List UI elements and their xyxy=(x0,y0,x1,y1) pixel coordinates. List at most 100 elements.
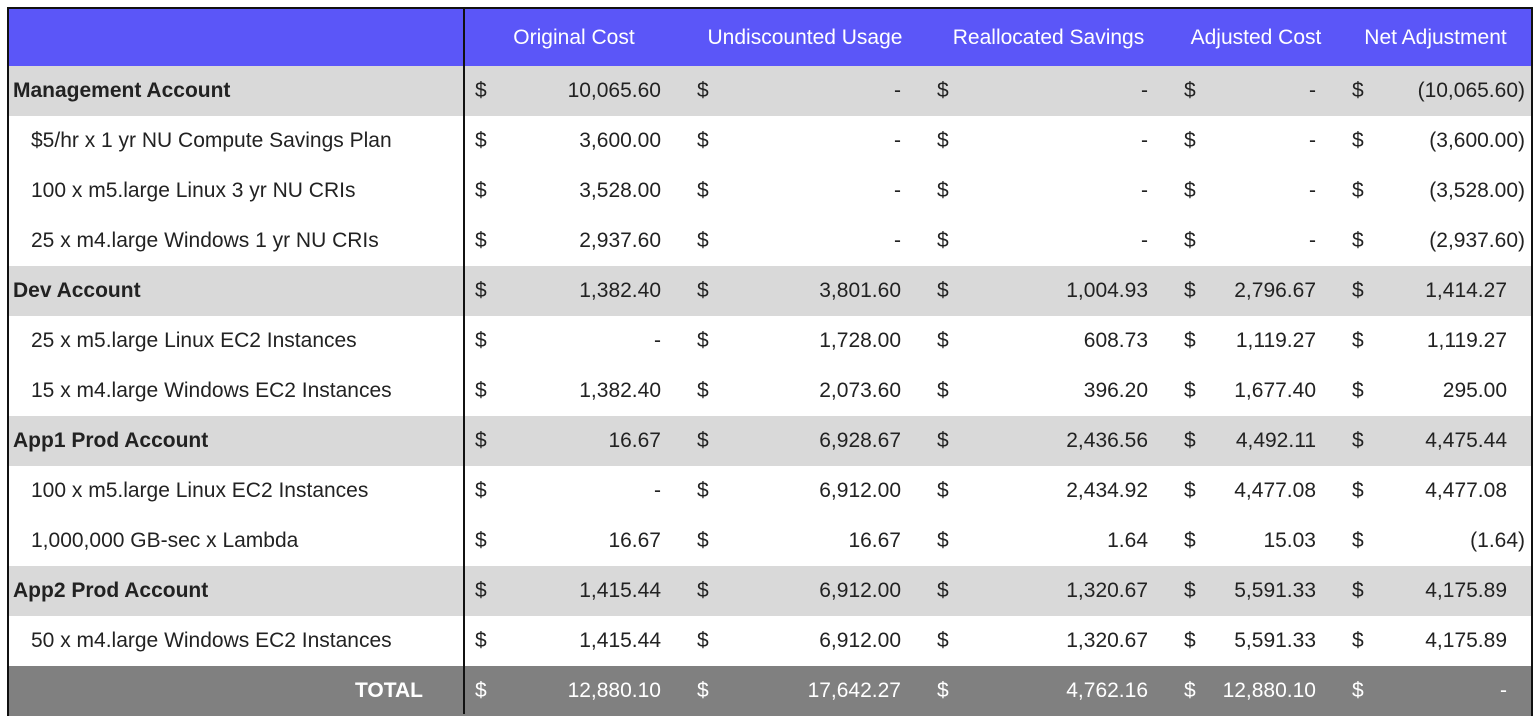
amount: 16.67 xyxy=(608,529,661,552)
amount-cell: $ - xyxy=(463,466,685,516)
amount-cell: $16.67 xyxy=(685,516,925,566)
amount: 16.67 xyxy=(848,529,901,552)
amount-cell: $ (3,528.00) xyxy=(1340,166,1531,216)
currency-symbol: $ xyxy=(1184,179,1196,202)
item-row: 1,000,000 GB-sec x Lambda $16.67 $16.67 $1.… xyxy=(9,516,1531,566)
amount-cell: $3,801.60 xyxy=(685,266,925,316)
currency-symbol: $ xyxy=(475,579,487,602)
amount: 4,492.11 xyxy=(1235,429,1316,452)
amount-cell: $4,762.16 xyxy=(925,666,1172,716)
amount-cell: $ - xyxy=(685,116,925,166)
currency-symbol: $ xyxy=(1184,79,1196,102)
amount-cell: $4,492.11 xyxy=(1172,416,1340,466)
amount-cell: $6,912.00 xyxy=(685,566,925,616)
currency-symbol: $ xyxy=(475,529,487,552)
currency-symbol: $ xyxy=(697,129,709,152)
amount: 2,937.60 xyxy=(579,229,661,252)
amount-cell: $1,415.44 xyxy=(463,616,685,666)
amount-cell: $6,912.00 xyxy=(685,616,925,666)
row-label: 25 x m5.large Linux EC2 Instances xyxy=(31,329,357,352)
amount: - xyxy=(654,329,661,352)
amount-cell: $ - xyxy=(1172,116,1340,166)
currency-symbol: $ xyxy=(1184,229,1196,252)
amount: 3,600.00 xyxy=(579,129,661,152)
currency-symbol: $ xyxy=(937,679,949,702)
amount-cell: $4,175.89 xyxy=(1340,566,1531,616)
amount-cell: $ - xyxy=(685,216,925,266)
currency-symbol: $ xyxy=(697,279,709,302)
amount: - xyxy=(1141,129,1148,152)
amount-cell: $ (3,600.00) xyxy=(1340,116,1531,166)
currency-symbol: $ xyxy=(1352,379,1364,402)
currency-symbol: $ xyxy=(1352,679,1364,702)
amount-cell: $1,382.40 xyxy=(463,266,685,316)
currency-symbol: $ xyxy=(1352,279,1364,302)
amount-cell: $6,928.67 xyxy=(685,416,925,466)
row-label: App2 Prod Account xyxy=(13,579,209,602)
amount-cell: $2,937.60 xyxy=(463,216,685,266)
amount-cell: $15.03 xyxy=(1172,516,1340,566)
amount: 3,528.00 xyxy=(579,179,661,202)
amount: 1,320.67 xyxy=(1066,579,1148,602)
currency-symbol: $ xyxy=(937,529,949,552)
amount: 6,928.67 xyxy=(819,429,901,452)
currency-symbol: $ xyxy=(697,379,709,402)
item-row: 100 x m5.large Linux 3 yr NU CRIs $3,528.… xyxy=(9,166,1531,216)
amount: 4,762.16 xyxy=(1066,679,1148,702)
currency-symbol: $ xyxy=(1352,479,1364,502)
amount: - xyxy=(894,229,901,252)
amount: 12,880.10 xyxy=(567,679,661,702)
currency-symbol: $ xyxy=(1352,579,1364,602)
currency-symbol: $ xyxy=(937,429,949,452)
currency-symbol: $ xyxy=(937,629,949,652)
column-header: Adjusted Cost xyxy=(1190,25,1322,49)
amount: 4,175.89 xyxy=(1425,579,1507,602)
amount: 1,414.27 xyxy=(1425,279,1507,302)
currency-symbol: $ xyxy=(475,229,487,252)
amount-cell: $608.73 xyxy=(925,316,1172,366)
amount-cell: $ - xyxy=(925,116,1172,166)
amount: - xyxy=(1141,229,1148,252)
amount: - xyxy=(1309,179,1316,202)
amount: 2,434.92 xyxy=(1066,479,1148,502)
row-label: TOTAL xyxy=(354,679,423,702)
currency-symbol: $ xyxy=(1184,529,1196,552)
amount-cell: $ - xyxy=(925,216,1172,266)
amount: 1,119.27 xyxy=(1235,329,1316,352)
currency-symbol: $ xyxy=(697,529,709,552)
amount-cell: $3,600.00 xyxy=(463,116,685,166)
amount: 17,642.27 xyxy=(807,679,901,702)
amount: 1,382.40 xyxy=(579,379,661,402)
amount: - xyxy=(654,479,661,502)
group-row: App1 Prod Account $16.67 $6,928.67 $2,436.5… xyxy=(9,416,1531,466)
amount-cell: $4,477.08 xyxy=(1172,466,1340,516)
amount-cell: $ - xyxy=(685,66,925,116)
currency-symbol: $ xyxy=(475,129,487,152)
amount-cell: $4,475.44 xyxy=(1340,416,1531,466)
row-label: $5/hr x 1 yr NU Compute Savings Plan xyxy=(31,129,392,152)
currency-symbol: $ xyxy=(937,479,949,502)
amount-cell: $5,591.33 xyxy=(1172,566,1340,616)
amount: 295.00 xyxy=(1442,379,1507,402)
item-row: 15 x m4.large Windows EC2 Instances $1,38… xyxy=(9,366,1531,416)
amount-cell: $16.67 xyxy=(463,416,685,466)
row-label: Dev Account xyxy=(13,279,141,302)
amount-cell: $ - xyxy=(463,316,685,366)
row-label: 1,000,000 GB-sec x Lambda xyxy=(31,529,299,552)
amount: 1,415.44 xyxy=(579,629,661,652)
item-row: $5/hr x 1 yr NU Compute Savings Plan $3,6… xyxy=(9,116,1531,166)
amount-cell: $12,880.10 xyxy=(463,666,685,716)
currency-symbol: $ xyxy=(475,279,487,302)
row-label: Management Account xyxy=(13,79,231,102)
currency-symbol: $ xyxy=(697,229,709,252)
amount: - xyxy=(1309,79,1316,102)
item-row: 25 x m4.large Windows 1 yr NU CRIs $2,937… xyxy=(9,216,1531,266)
amount: 1,728.00 xyxy=(819,329,901,352)
cost-table: Original Cost Undiscounted Usage Reallocat… xyxy=(7,7,1533,716)
amount-cell: $17,642.27 xyxy=(685,666,925,716)
currency-symbol: $ xyxy=(1184,679,1196,702)
currency-symbol: $ xyxy=(1352,129,1364,152)
amount: 4,477.08 xyxy=(1425,479,1507,502)
amount: 1,004.93 xyxy=(1066,279,1148,302)
amount-cell: $4,175.89 xyxy=(1340,616,1531,666)
